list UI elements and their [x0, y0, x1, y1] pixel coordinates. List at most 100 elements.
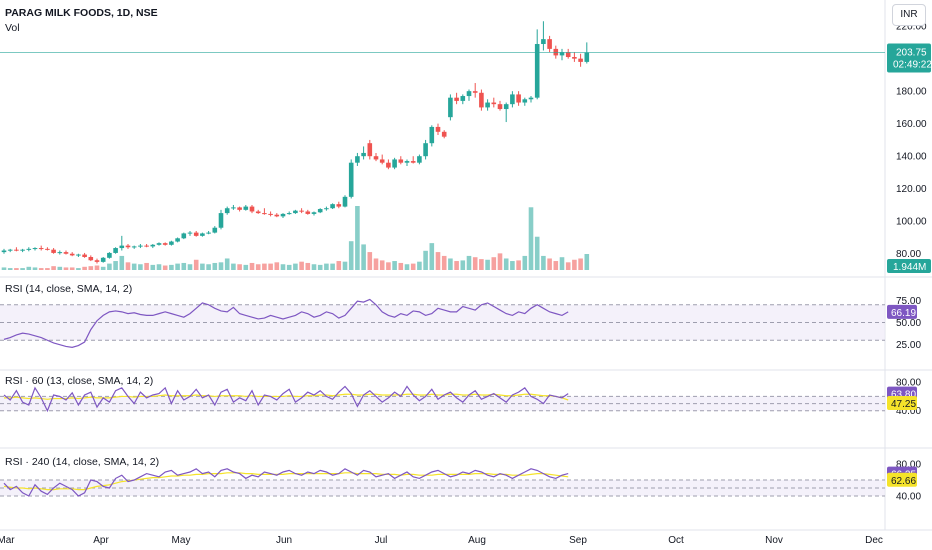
candle-body — [392, 159, 397, 168]
candle-body — [243, 206, 249, 210]
volume-bar — [76, 268, 81, 270]
candle-body — [7, 249, 13, 251]
volume-bar — [342, 261, 348, 270]
candle-body — [417, 156, 422, 163]
volume-bar — [386, 262, 391, 270]
candle-body — [107, 252, 112, 258]
candle-body — [429, 126, 435, 144]
volume-bar — [187, 264, 193, 270]
rsi-value-text: 63.80 — [891, 390, 916, 401]
x-axis-label: Jun — [276, 535, 292, 546]
candle-body — [479, 92, 484, 108]
rsi-line — [3, 468, 569, 497]
candle-body — [541, 39, 546, 45]
candle-body — [162, 243, 168, 245]
volume-bar — [249, 262, 255, 270]
volume-bar — [144, 262, 149, 270]
candle-body — [441, 131, 447, 137]
volume-bar — [330, 263, 335, 270]
x-axis-label: Oct — [668, 535, 684, 546]
candle-body — [57, 252, 63, 254]
volume-bar — [373, 258, 379, 270]
rsi240-pane-label: RSI · 240 (14, close, SMA, 14, 2) — [5, 456, 160, 468]
volume-bar — [38, 268, 44, 270]
currency-button[interactable]: INR — [892, 4, 926, 26]
candle-body — [274, 214, 280, 217]
candle-body — [150, 244, 156, 247]
candle-body — [237, 207, 242, 210]
volume-bar — [26, 266, 32, 270]
candle-body — [187, 232, 193, 234]
volume-bar — [497, 253, 503, 270]
rsi-value-badge — [887, 304, 917, 319]
candle-body — [51, 249, 56, 253]
rsi-value-text: 66.19 — [891, 308, 916, 319]
candle-body — [181, 233, 187, 239]
price-badge-value: 203.75 — [896, 48, 927, 59]
volume-bar — [274, 262, 280, 270]
volume-bar — [348, 241, 354, 270]
volume-bar — [45, 268, 50, 270]
volume-bar — [534, 236, 540, 270]
candle-body — [14, 249, 19, 251]
volume-bar — [361, 244, 366, 270]
volume-bar — [14, 268, 19, 270]
candle-body — [76, 254, 81, 256]
volume-bar — [88, 266, 94, 270]
candles — [1, 21, 590, 264]
rsi-sma-text: 47.25 — [891, 399, 916, 410]
candle-body — [361, 152, 366, 157]
volume-bar — [113, 261, 118, 270]
volume-bar — [107, 263, 112, 270]
candle-body — [559, 52, 565, 56]
volume-bar — [547, 258, 552, 270]
candle-body — [398, 159, 404, 163]
volume-bar — [559, 257, 565, 270]
rsi60-pane-label: RSI · 60 (13, close, SMA, 14, 2) — [5, 375, 154, 387]
volume-label: Vol — [5, 22, 20, 34]
candle-body — [138, 245, 143, 247]
volume-bar — [423, 250, 428, 270]
rsi-sma-line — [3, 472, 569, 491]
rsi-sma-text: 62.66 — [891, 476, 916, 487]
volume-bar — [491, 257, 497, 270]
candle-body — [355, 156, 360, 163]
volume-bar — [237, 264, 242, 270]
rsi-tick-label: 50.00 — [896, 318, 921, 329]
volume-bar — [57, 266, 63, 270]
candle-body — [534, 44, 540, 98]
volume-bar — [441, 255, 447, 270]
price-badge — [887, 43, 931, 73]
volume-bar — [479, 259, 484, 270]
candle-body — [373, 156, 379, 160]
rsi-tick-label: 40.00 — [896, 492, 921, 503]
candle-body — [144, 245, 149, 247]
rsi-sma-badge — [887, 396, 917, 410]
candle-body — [324, 208, 329, 210]
candle-body — [522, 99, 528, 103]
volume-bar — [94, 265, 100, 270]
candle-body — [26, 248, 32, 250]
candle-body — [45, 248, 50, 250]
chart-title: PARAG MILK FOODS, 1D, NSE — [5, 7, 158, 19]
volume-bar — [336, 261, 342, 270]
volume-bar — [565, 262, 571, 270]
candle-body — [206, 232, 211, 234]
volume-bar — [231, 263, 236, 270]
volume-bar — [324, 263, 329, 270]
rsi-tick-label: 75.00 — [896, 296, 921, 307]
volume-bar — [150, 264, 156, 270]
volume-bar — [138, 264, 143, 270]
volume-bar — [435, 252, 441, 270]
candle-body — [1, 250, 7, 253]
candle-body — [336, 204, 342, 207]
price-tick-label: 220.00 — [896, 22, 927, 33]
candle-body — [293, 210, 298, 214]
volume-bar — [528, 207, 534, 270]
volume-bar — [200, 263, 205, 270]
candle-body — [113, 248, 118, 253]
rsi-sma-badge — [887, 472, 917, 487]
volume-bar — [417, 261, 422, 270]
candle-body — [578, 58, 583, 62]
